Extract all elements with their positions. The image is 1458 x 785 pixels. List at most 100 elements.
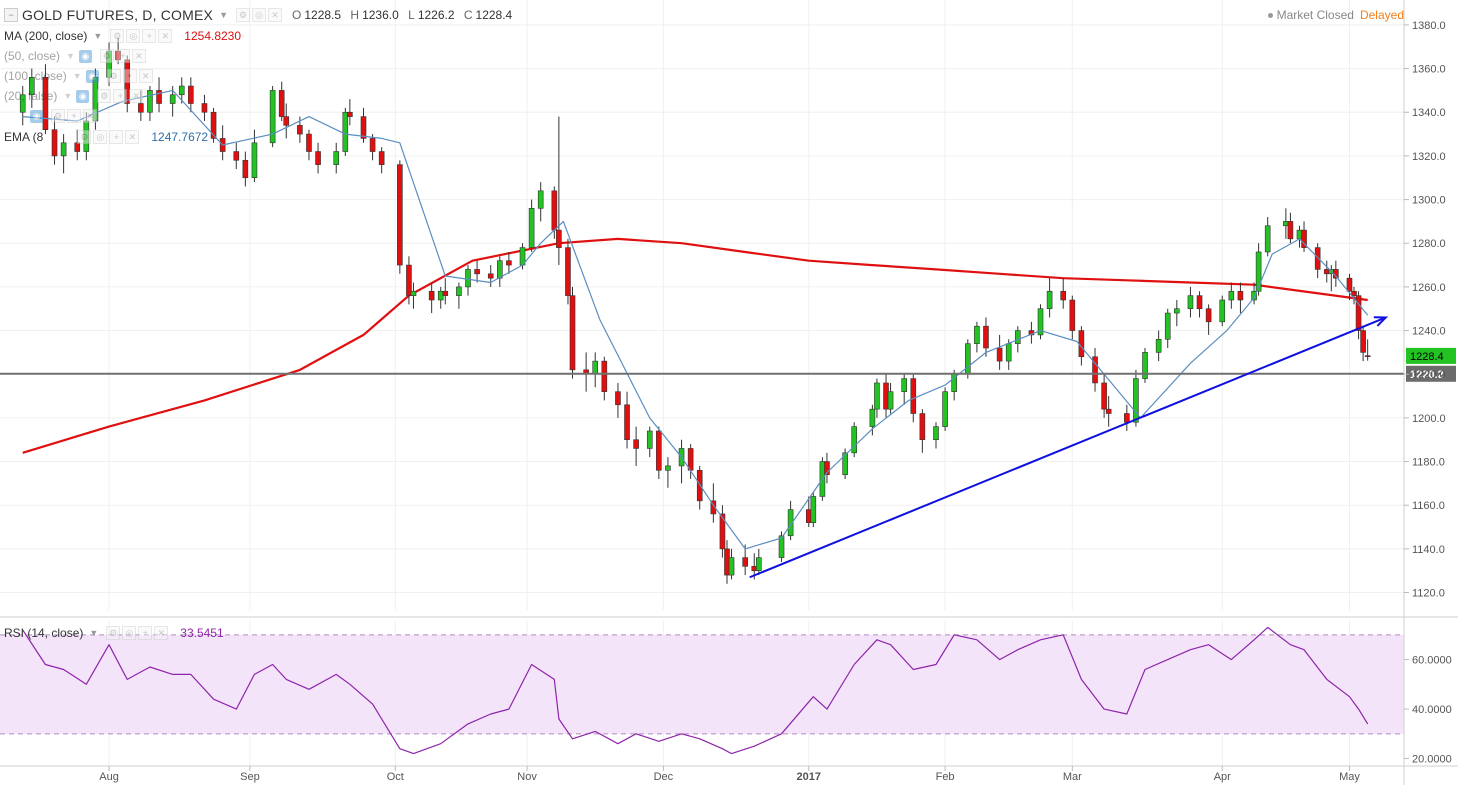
- price-tick-label: 1180.0: [1412, 457, 1445, 469]
- eye-icon[interactable]: ◉: [85, 69, 99, 83]
- last-price-badge: [1406, 347, 1456, 364]
- candle-up: [147, 90, 153, 113]
- eye-icon[interactable]: ◉: [30, 109, 43, 123]
- close-icon[interactable]: ✕: [154, 626, 169, 640]
- candle-down: [615, 391, 621, 406]
- add-icon[interactable]: +: [109, 130, 124, 144]
- settings-icon[interactable]: ⚙: [77, 130, 92, 144]
- indicator-ma-200[interactable]: MA (200, close) ▼ ⚙ ◎ + ✕ 1254.8230: [4, 29, 241, 43]
- add-icon[interactable]: +: [113, 89, 128, 103]
- candle-up: [965, 343, 971, 375]
- chevron-down-icon[interactable]: ▼: [63, 91, 73, 101]
- chevron-down-icon[interactable]: ▼: [66, 51, 75, 61]
- indicator-ma-100[interactable]: (100, close) ▼ ◉ ⚙ + ✕: [4, 69, 153, 83]
- ema-line: [22, 89, 1369, 550]
- candle-down: [51, 129, 58, 157]
- indicator-label: (50, close): [4, 49, 61, 63]
- collapse-icon[interactable]: −: [4, 8, 18, 22]
- time-tick-label: Apr: [1214, 771, 1231, 783]
- add-icon[interactable]: +: [142, 29, 157, 43]
- indicator-ema[interactable]: EMA (8 ⚙ ◎ + ✕ 1247.7672: [4, 130, 208, 144]
- candle-down: [1314, 247, 1321, 270]
- candle-down: [74, 142, 81, 152]
- visibility-icon[interactable]: ◎: [122, 626, 137, 640]
- chevron-down-icon[interactable]: ▼: [89, 628, 99, 638]
- close-icon[interactable]: ✕: [268, 8, 283, 22]
- indicator-hidden[interactable]: ◉ ⚙ + ✕: [4, 109, 97, 123]
- candle-down: [1237, 290, 1244, 301]
- indicator-volume[interactable]: (20, false) ▼ ◉ ⚙ + ✕: [4, 89, 144, 103]
- candle-down: [1069, 299, 1076, 331]
- time-tick-label: Oct: [387, 771, 404, 783]
- candle-up: [933, 426, 939, 441]
- add-icon[interactable]: +: [138, 626, 153, 640]
- hline-price-label: 1220.2: [1410, 369, 1444, 381]
- add-icon[interactable]: +: [122, 69, 137, 83]
- indicator-controls: ⚙ + ✕: [106, 69, 153, 83]
- candle-up: [851, 426, 858, 454]
- settings-icon[interactable]: ⚙: [51, 109, 65, 123]
- indicator-label: EMA (8: [4, 130, 44, 144]
- candle-down: [1364, 355, 1371, 357]
- candle-down: [1301, 229, 1307, 248]
- settings-icon[interactable]: ⚙: [236, 8, 251, 22]
- status-dot-icon: [1267, 13, 1273, 19]
- indicator-label: (100, close): [4, 69, 67, 83]
- symbol-title[interactable]: GOLD FUTURES, D, COMEX: [22, 7, 214, 23]
- settings-icon[interactable]: ⚙: [99, 49, 114, 63]
- candle-up: [901, 378, 907, 392]
- ohlc-high-value: 1236.0: [362, 8, 399, 22]
- delayed-badge[interactable]: Delayed: [1359, 8, 1404, 22]
- candle-down: [406, 264, 412, 296]
- settings-icon[interactable]: ⚙: [110, 29, 125, 43]
- chevron-down-icon[interactable]: ▼: [72, 71, 82, 81]
- price-tick-label: 1340.0: [1412, 107, 1446, 119]
- candle-down: [656, 430, 662, 471]
- candle-up: [1005, 343, 1012, 362]
- rsi-tick-label: 60.0000: [1412, 655, 1452, 667]
- candle-up: [1174, 308, 1180, 314]
- close-icon[interactable]: ✕: [158, 29, 173, 43]
- eye-icon[interactable]: ◉: [76, 89, 90, 103]
- visibility-icon[interactable]: ◎: [93, 130, 108, 144]
- settings-icon[interactable]: ⚙: [97, 89, 112, 103]
- candle-up: [333, 151, 340, 165]
- candle-down: [124, 59, 131, 104]
- eye-icon[interactable]: ◉: [78, 49, 92, 63]
- settings-icon[interactable]: ⚙: [106, 69, 121, 83]
- candle-down: [283, 116, 290, 126]
- settings-icon[interactable]: ⚙: [106, 626, 121, 640]
- close-icon[interactable]: ✕: [138, 69, 153, 83]
- price-tick-label: 1300.0: [1412, 195, 1446, 207]
- candle-down: [397, 164, 403, 266]
- add-icon[interactable]: +: [67, 109, 81, 123]
- close-icon[interactable]: ✕: [129, 89, 144, 103]
- candle-down: [210, 111, 217, 139]
- candle-down: [233, 151, 240, 161]
- visibility-icon[interactable]: ◎: [252, 8, 267, 22]
- indicator-controls: ⚙ ◎ + ✕: [110, 29, 173, 43]
- candle-down: [633, 439, 639, 449]
- price-tick-label: 1220.0: [1412, 369, 1446, 381]
- candle-down: [569, 295, 576, 371]
- add-icon[interactable]: +: [115, 49, 130, 63]
- chevron-down-icon[interactable]: ▼: [93, 31, 103, 41]
- chevron-down-icon[interactable]: ▼: [219, 10, 229, 20]
- close-icon[interactable]: ✕: [125, 130, 140, 144]
- ohlc-close-label: C: [463, 8, 473, 22]
- indicator-ma-50[interactable]: (50, close) ▼ ◉ ⚙ + ✕: [4, 49, 146, 63]
- candle-up: [728, 557, 735, 576]
- indicator-rsi[interactable]: RSI (14, close) ▼ ⚙ ◎ + ✕ 33.5451: [4, 626, 224, 640]
- visibility-icon[interactable]: ◎: [126, 29, 141, 43]
- candle-up: [1228, 290, 1235, 301]
- candle-up: [106, 50, 112, 78]
- candle-up: [778, 535, 785, 558]
- candle-up: [592, 360, 599, 375]
- close-icon[interactable]: ✕: [83, 109, 97, 123]
- candle-up: [1037, 308, 1044, 336]
- last-price-label: 1228.4: [1410, 351, 1444, 363]
- close-icon[interactable]: ✕: [131, 49, 146, 63]
- candle-down: [1205, 308, 1212, 323]
- candle-up: [178, 85, 185, 96]
